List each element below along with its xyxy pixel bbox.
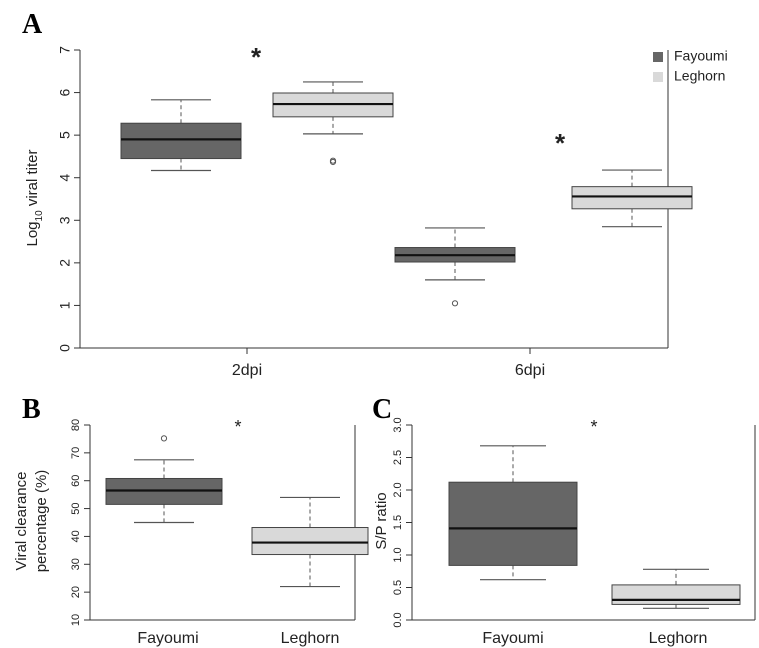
panel-b-y-label-line2: percentage (%) — [33, 470, 50, 573]
panel-c-x-label-0: Fayoumi — [482, 630, 543, 647]
panel-b-y-tick-label-5: 60 — [70, 475, 82, 487]
panel-c-y-tick-label-3: 1.5 — [392, 515, 404, 530]
panel-a-y-label: Log10 viral titer — [24, 149, 45, 246]
panel-label-a: A — [22, 9, 43, 40]
panel-a-significance-2dpi: * — [251, 42, 262, 72]
panel-a-x-label-1: 6dpi — [515, 362, 545, 379]
panel-a-y-tick-label-6: 6 — [57, 88, 73, 96]
panel-c-box-leghorn-box — [611, 584, 741, 605]
legend-label-leghorn: Leghorn — [674, 68, 725, 84]
panel-a-y-tick-label-5: 5 — [57, 131, 73, 139]
panel-a-box-leghorn-2dpi-outlier-1 — [329, 157, 337, 164]
panel-a-box-fayoumi-6dpi-outlier-0 — [451, 300, 459, 307]
panel-a-y-label-sub: 10 — [34, 210, 45, 222]
panel-b-x-label-1: Leghorn — [281, 630, 340, 647]
panel-a-y-label-main: Log — [24, 221, 41, 246]
panel-b: B 10 20 30 40 50 60 70 80 Viral clearance percenta… — [13, 394, 369, 647]
panel-b-y-tick-label-1: 20 — [70, 586, 82, 598]
panel-b-box-leghorn-box — [251, 527, 369, 556]
panel-a-y-tick-label-3: 3 — [57, 216, 73, 224]
panel-label-c: C — [372, 394, 392, 425]
legend-swatch-leghorn — [653, 72, 663, 82]
panel-a-y-label-rest: viral titer — [24, 149, 41, 210]
panel-a: A 0 1 2 3 4 5 6 7 Log10 viral titer 2dpi 6dpi * * Fayo… — [22, 9, 728, 379]
panel-b-x-label-0: Fayoumi — [137, 630, 198, 647]
panel-b-y-tick-label-4: 50 — [70, 502, 82, 514]
panel-a-significance-6dpi: * — [555, 128, 566, 158]
panel-a-box-leghorn-6dpi-box — [571, 186, 693, 210]
panel-c-significance: * — [590, 417, 597, 437]
panel-c-y-tick-label-0: 0.0 — [392, 612, 404, 627]
panel-c-y-tick-label-1: 0.5 — [392, 580, 404, 595]
panel-b-y-tick-label-6: 70 — [70, 447, 82, 459]
panel-a-y-tick-label-4: 4 — [57, 174, 73, 182]
panel-b-y-tick-label-0: 10 — [70, 614, 82, 626]
panel-a-y-tick-label-7: 7 — [57, 46, 73, 54]
panel-c-y-tick-label-6: 3.0 — [392, 417, 404, 432]
panel-label-b: B — [22, 394, 41, 425]
panel-b-y-tick-label-2: 30 — [70, 558, 82, 570]
panel-c: C 0.0 0.5 1.0 1.5 2.0 2.5 3.0 S/P ratio Fayoumi Le… — [372, 394, 756, 647]
panel-a-x-label-0: 2dpi — [232, 362, 262, 379]
panel-a-y-tick-label-0: 0 — [57, 344, 73, 352]
panel-c-box-fayoumi-box — [448, 481, 578, 566]
panel-a-y-tick-label-1: 1 — [57, 301, 73, 309]
legend-label-fayoumi: Fayoumi — [674, 48, 728, 64]
panel-c-y-label: S/P ratio — [373, 492, 390, 549]
panel-c-y-tick-label-2: 1.0 — [392, 547, 404, 562]
panel-a-box-fayoumi-2dpi-box — [120, 122, 242, 160]
panel-b-box-fayoumi-outlier-0 — [160, 435, 168, 442]
panel-a-y-tick-label-2: 2 — [57, 259, 73, 267]
panel-c-y-tick-label-4: 2.0 — [392, 482, 404, 497]
panel-c-y-tick-label-5: 2.5 — [392, 450, 404, 465]
legend-swatch-fayoumi — [653, 52, 663, 62]
panel-b-y-label-line1: Viral clearance — [13, 472, 30, 571]
panel-b-significance: * — [234, 417, 241, 437]
panel-b-y-tick-label-7: 80 — [70, 419, 82, 431]
panel-c-x-label-1: Leghorn — [649, 630, 708, 647]
panel-b-y-tick-label-3: 40 — [70, 530, 82, 542]
